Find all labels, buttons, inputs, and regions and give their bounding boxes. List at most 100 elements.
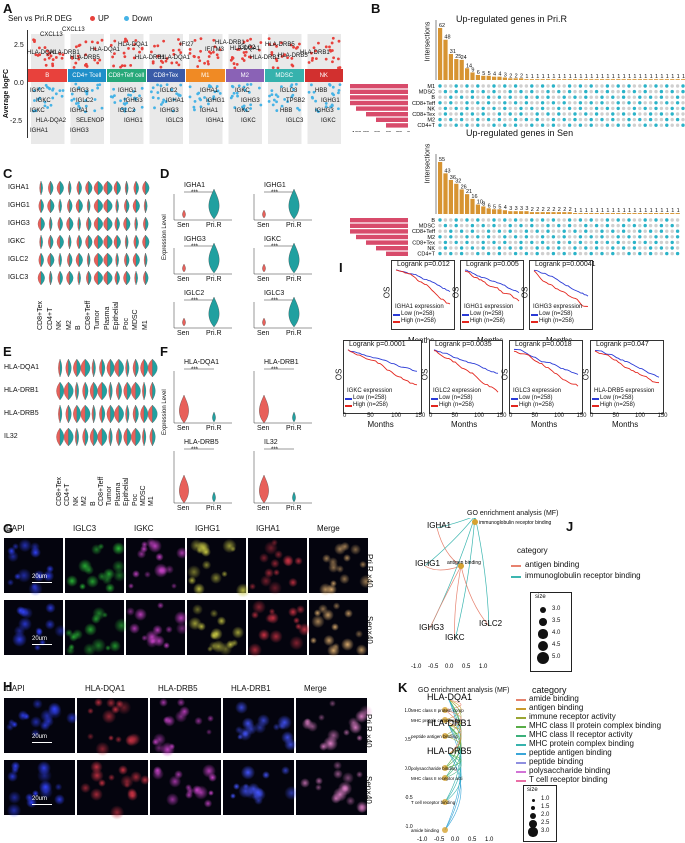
fluorescence-blob bbox=[327, 562, 339, 574]
matrix-dot bbox=[540, 123, 545, 127]
violin-prir bbox=[288, 188, 300, 220]
c-celltype-label: M2 bbox=[65, 320, 73, 330]
j-legend-swatch bbox=[511, 565, 521, 567]
down-point bbox=[286, 100, 289, 104]
matrix-dot bbox=[470, 251, 475, 256]
intersection-bar bbox=[648, 213, 653, 214]
term-label: T cell receptor binding bbox=[411, 800, 456, 805]
matrix-dot bbox=[546, 251, 550, 256]
matrix-dot bbox=[508, 123, 512, 127]
up-gene-label: HLA-DQA1 bbox=[160, 55, 191, 61]
split-violin bbox=[114, 404, 119, 424]
up-point bbox=[132, 47, 135, 51]
km-legend-swatch bbox=[393, 314, 400, 316]
intersection-bar bbox=[529, 79, 534, 80]
matrix-dot bbox=[567, 246, 572, 250]
matrix-dot bbox=[573, 112, 577, 116]
term-label: MHC class II receptor acti bbox=[411, 776, 463, 781]
up-point bbox=[34, 53, 38, 57]
matrix-dot bbox=[508, 89, 512, 94]
matrix-dot bbox=[611, 235, 615, 239]
intersection-count: 2 bbox=[509, 73, 512, 79]
up-point bbox=[242, 40, 246, 44]
down-gene-label: IGLC3 bbox=[286, 118, 304, 124]
matrix-dot bbox=[497, 123, 502, 127]
up-point bbox=[61, 53, 65, 57]
split-violin bbox=[85, 404, 91, 424]
down-point bbox=[292, 88, 295, 92]
matrix-dot bbox=[449, 123, 453, 127]
down-point bbox=[133, 96, 137, 100]
fluorescence-blob bbox=[210, 627, 223, 641]
matrix-dot bbox=[513, 235, 518, 239]
up-point bbox=[231, 56, 235, 60]
set-label: MDSC bbox=[419, 90, 435, 96]
term-node bbox=[442, 799, 448, 805]
k-legend-swatch bbox=[516, 780, 526, 782]
group-label: Sen bbox=[177, 222, 190, 229]
split-violin bbox=[140, 358, 145, 378]
km-legend-low: Low (n=258) bbox=[353, 395, 387, 401]
up-point bbox=[165, 57, 169, 60]
violin-prir bbox=[288, 242, 300, 274]
f-violin-grid bbox=[173, 368, 312, 504]
split-violin bbox=[93, 358, 96, 378]
c-celltype-label: Plasma bbox=[103, 306, 111, 330]
split-violin bbox=[152, 381, 156, 401]
split-violin bbox=[97, 381, 103, 401]
matrix-dot bbox=[449, 106, 453, 111]
split-violin bbox=[147, 404, 153, 424]
matrix-dot bbox=[535, 240, 539, 245]
down-point bbox=[270, 89, 274, 93]
split-violin bbox=[143, 381, 147, 401]
split-violin bbox=[69, 216, 74, 232]
up-point bbox=[328, 48, 332, 52]
split-violin bbox=[143, 216, 146, 232]
matrix-dot bbox=[519, 240, 523, 245]
matrix-dot bbox=[481, 218, 485, 222]
intersection-count: 1 bbox=[601, 208, 604, 214]
matrix-dot bbox=[648, 235, 653, 239]
intersection-count: 1 bbox=[596, 208, 599, 214]
intersection-bar bbox=[659, 213, 664, 214]
down-gene-label: IGKC bbox=[235, 88, 250, 94]
up-point bbox=[46, 49, 49, 53]
up-gene-label: HLA-DQA1 bbox=[27, 50, 58, 56]
matrix-dot bbox=[665, 123, 669, 127]
matrix-dot bbox=[519, 229, 523, 233]
intersection-count: 2 bbox=[547, 207, 550, 213]
down-point bbox=[235, 91, 239, 95]
split-violin bbox=[134, 270, 137, 286]
up-point bbox=[317, 41, 320, 45]
e-celltype-label: MDSC bbox=[140, 485, 147, 506]
matrix-dot bbox=[584, 229, 588, 233]
fluorescence-blob bbox=[89, 760, 103, 774]
split-violin bbox=[59, 234, 64, 250]
matrix-dot bbox=[638, 101, 642, 105]
matrix-dot bbox=[486, 251, 491, 256]
down-gene-label: SELENOP bbox=[76, 118, 105, 124]
split-violin bbox=[82, 427, 86, 447]
b-bottom-title: Up-regulated genes in Sen bbox=[466, 128, 574, 138]
up-point bbox=[78, 43, 82, 47]
split-violin bbox=[82, 381, 86, 401]
matrix-dot bbox=[567, 240, 572, 245]
fluorescence-blob bbox=[90, 638, 106, 653]
matrix-dot bbox=[530, 218, 534, 222]
k-legend-swatch bbox=[516, 717, 526, 719]
matrix-dot bbox=[443, 235, 448, 239]
split-violin bbox=[88, 180, 93, 196]
down-point bbox=[337, 91, 340, 95]
matrix-dot bbox=[492, 106, 496, 111]
up-point bbox=[119, 65, 122, 69]
down-point bbox=[291, 93, 295, 97]
up-point bbox=[127, 47, 130, 50]
matrix-dot bbox=[681, 112, 685, 116]
fluorescence-blob bbox=[48, 704, 62, 719]
fluorescence-blob bbox=[309, 637, 317, 645]
e-gene-label: HLA-DRB1 bbox=[4, 387, 39, 394]
k-legend-item: MHC protein complex binding bbox=[529, 739, 634, 748]
violin-sen bbox=[262, 317, 266, 327]
down-gene-label: HBB bbox=[315, 88, 328, 94]
matrix-dot bbox=[546, 235, 550, 239]
